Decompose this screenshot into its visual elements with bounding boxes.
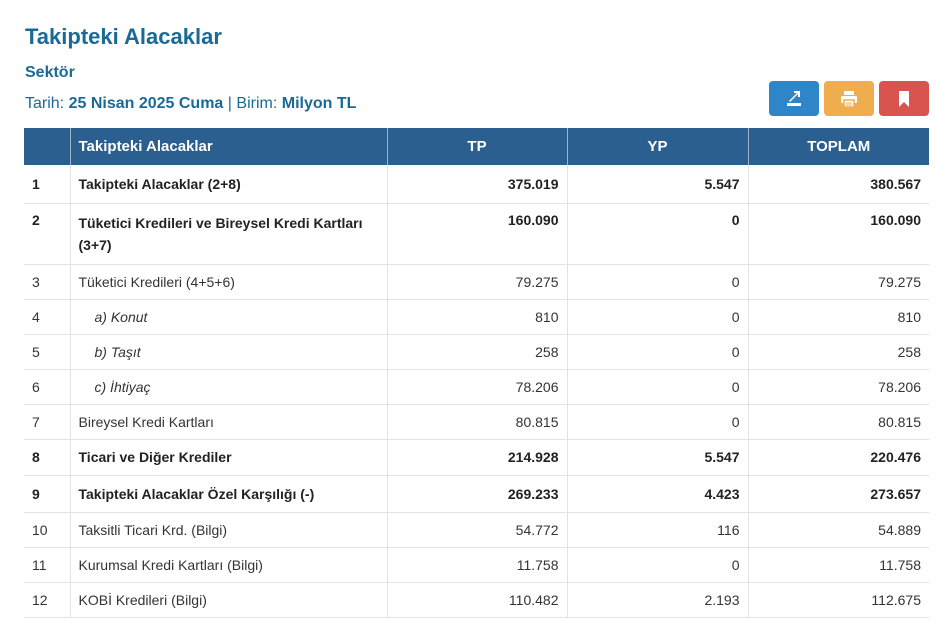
table-row: 10 Taksitli Ticari Krd. (Bilgi) 54.772 1… [24, 512, 929, 548]
row-yp: 0 [567, 404, 749, 440]
row-yp: 0 [567, 264, 749, 300]
row-yp: 0 [567, 547, 749, 583]
row-number: 8 [24, 439, 71, 476]
row-number: 6 [24, 369, 71, 405]
table-row: 11 Kurumsal Kredi Kartları (Bilgi) 11.75… [24, 547, 929, 583]
printer-icon [841, 90, 857, 108]
row-yp: 2.193 [567, 582, 749, 618]
row-toplam: 79.275 [748, 264, 929, 300]
row-tp: 160.090 [387, 203, 568, 265]
row-label: Bireysel Kredi Kartları [70, 404, 388, 440]
table-row: 2 Tüketici Kredileri ve Bireysel Kredi K… [24, 203, 929, 265]
row-label: Takipteki Alacaklar (2+8) [70, 165, 388, 204]
row-yp: 0 [567, 203, 749, 265]
row-tp: 79.275 [387, 264, 568, 300]
export-excel-button[interactable] [769, 81, 819, 116]
row-toplam: 380.567 [748, 165, 929, 204]
row-yp: 0 [567, 334, 749, 370]
row-label: b) Taşıt [70, 334, 388, 370]
row-toplam: 80.815 [748, 404, 929, 440]
row-label: KOBİ Kredileri (Bilgi) [70, 582, 388, 618]
row-number: 2 [24, 203, 71, 265]
table-row: 5 b) Taşıt 258 0 258 [24, 334, 929, 370]
row-toplam: 273.657 [748, 475, 929, 513]
meta-separator: | [227, 95, 232, 112]
row-yp: 5.547 [567, 165, 749, 204]
row-tp: 810 [387, 299, 568, 335]
print-button[interactable] [824, 81, 874, 116]
row-yp: 0 [567, 299, 749, 335]
unit-value: Milyon TL [281, 95, 357, 112]
row-number: 11 [24, 547, 71, 583]
unit-label: Birim: [236, 95, 278, 112]
bookmark-icon [899, 90, 909, 107]
row-number: 4 [24, 299, 71, 335]
date-label: Tarih: [25, 95, 65, 112]
receivables-table: Takipteki Alacaklar TP YP TOPLAM 1 Takip… [24, 128, 929, 618]
row-label: Tüketici Kredileri ve Bireysel Kredi Kar… [70, 203, 388, 265]
row-toplam: 160.090 [748, 203, 929, 265]
row-toplam: 112.675 [748, 582, 929, 618]
export-excel-icon [787, 90, 801, 106]
row-tp: 258 [387, 334, 568, 370]
page-subtitle: Sektör [25, 64, 75, 81]
table-row: 3 Tüketici Kredileri (4+5+6) 79.275 0 79… [24, 264, 929, 300]
bookmark-button[interactable] [879, 81, 929, 116]
page-title: Takipteki Alacaklar [25, 24, 222, 49]
row-yp: 5.547 [567, 439, 749, 476]
col-header-yp: YP [567, 128, 749, 165]
row-number: 3 [24, 264, 71, 300]
row-number: 1 [24, 165, 71, 204]
row-yp: 0 [567, 369, 749, 405]
col-header-label: Takipteki Alacaklar [70, 128, 388, 165]
row-yp: 4.423 [567, 475, 749, 513]
row-tp: 54.772 [387, 512, 568, 548]
table-row: 6 c) İhtiyaç 78.206 0 78.206 [24, 369, 929, 405]
table-row: 4 a) Konut 810 0 810 [24, 299, 929, 335]
row-label: c) İhtiyaç [70, 369, 388, 405]
row-tp: 110.482 [387, 582, 568, 618]
table-row: 7 Bireysel Kredi Kartları 80.815 0 80.81… [24, 404, 929, 440]
row-toplam: 11.758 [748, 547, 929, 583]
report-meta: Tarih: 25 Nisan 2025 Cuma | Birim: Milyo… [25, 95, 356, 113]
row-toplam: 258 [748, 334, 929, 370]
row-number: 12 [24, 582, 71, 618]
row-tp: 78.206 [387, 369, 568, 405]
row-number: 9 [24, 475, 71, 513]
row-toplam: 54.889 [748, 512, 929, 548]
row-toplam: 78.206 [748, 369, 929, 405]
col-header-toplam: TOPLAM [748, 128, 929, 165]
row-tp: 269.233 [387, 475, 568, 513]
row-label: Taksitli Ticari Krd. (Bilgi) [70, 512, 388, 548]
table-row: 8 Ticari ve Diğer Krediler 214.928 5.547… [24, 439, 929, 476]
row-label: Ticari ve Diğer Krediler [70, 439, 388, 476]
date-value: 25 Nisan 2025 Cuma [68, 95, 224, 112]
table-row: 1 Takipteki Alacaklar (2+8) 375.019 5.54… [24, 165, 929, 204]
action-buttons [769, 81, 929, 116]
row-tp: 375.019 [387, 165, 568, 204]
row-yp: 116 [567, 512, 749, 548]
row-label: Takipteki Alacaklar Özel Karşılığı (-) [70, 475, 388, 513]
row-toplam: 220.476 [748, 439, 929, 476]
row-tp: 214.928 [387, 439, 568, 476]
row-toplam: 810 [748, 299, 929, 335]
row-label: Tüketici Kredileri (4+5+6) [70, 264, 388, 300]
row-tp: 80.815 [387, 404, 568, 440]
row-label: Kurumsal Kredi Kartları (Bilgi) [70, 547, 388, 583]
row-number: 5 [24, 334, 71, 370]
table-row: 12 KOBİ Kredileri (Bilgi) 110.482 2.193 … [24, 582, 929, 618]
row-number: 10 [24, 512, 71, 548]
table-header-row: Takipteki Alacaklar TP YP TOPLAM [24, 128, 929, 165]
col-header-tp: TP [387, 128, 568, 165]
row-tp: 11.758 [387, 547, 568, 583]
row-number: 7 [24, 404, 71, 440]
col-header-no [24, 128, 71, 165]
table-row: 9 Takipteki Alacaklar Özel Karşılığı (-)… [24, 475, 929, 513]
row-label: a) Konut [70, 299, 388, 335]
